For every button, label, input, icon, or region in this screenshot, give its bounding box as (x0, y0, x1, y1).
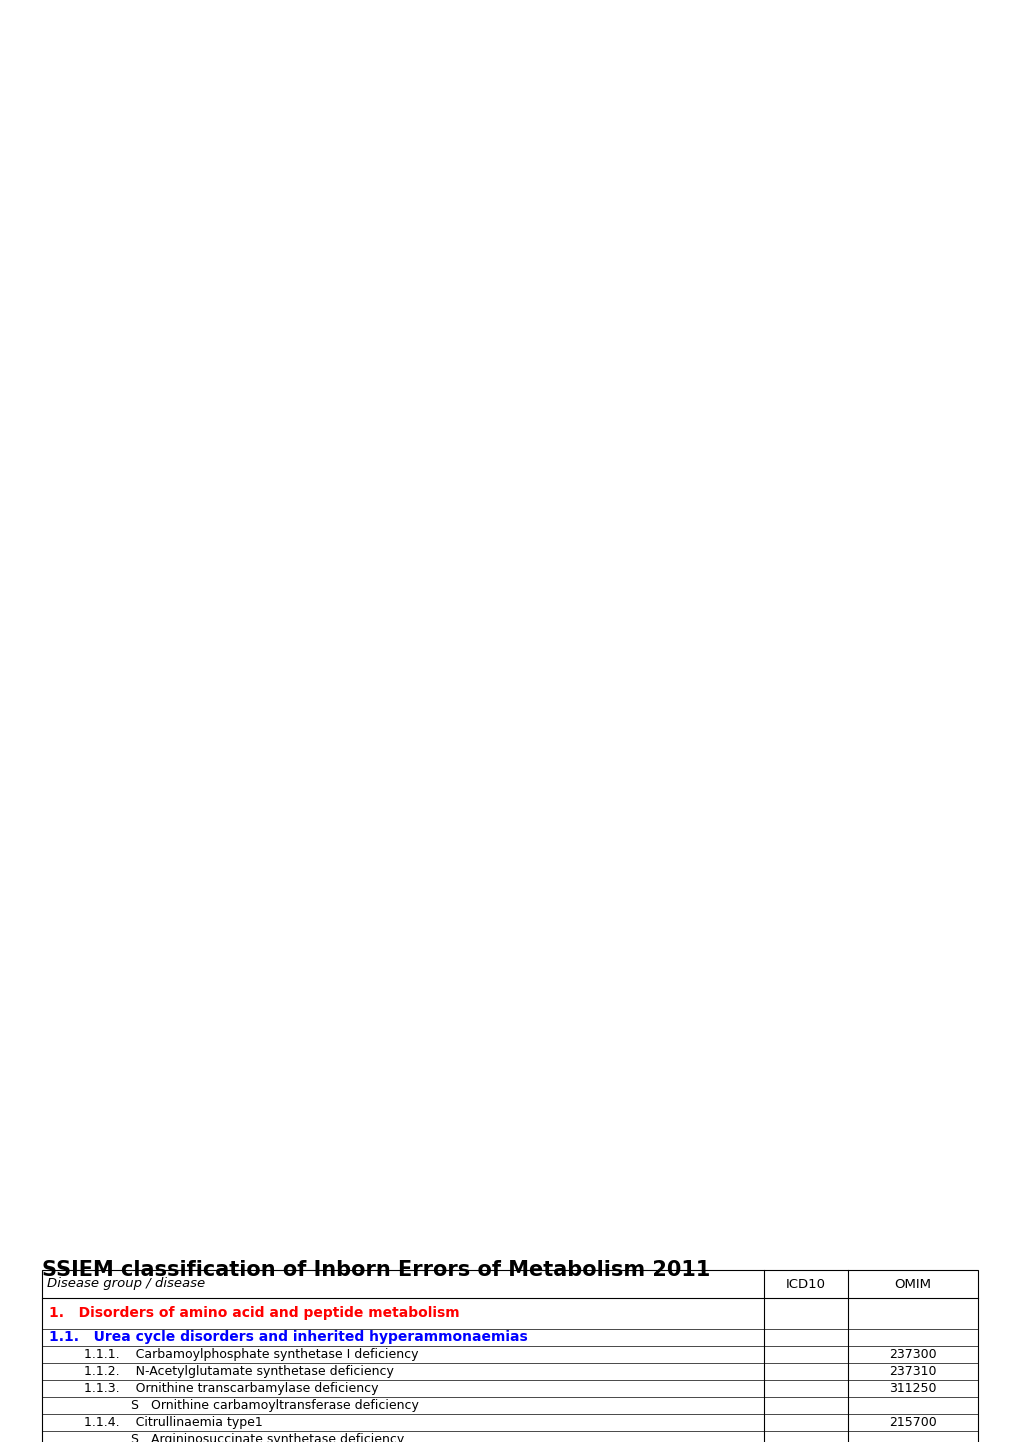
Text: ICD10: ICD10 (786, 1278, 825, 1291)
Text: 215700: 215700 (889, 1416, 936, 1429)
Text: 237300: 237300 (889, 1348, 935, 1361)
Text: 1.1.   Urea cycle disorders and inherited hyperammonaemias: 1.1. Urea cycle disorders and inherited … (50, 1330, 528, 1344)
Text: 1.1.3.    Ornithine transcarbamylase deficiency: 1.1.3. Ornithine transcarbamylase defici… (84, 1381, 378, 1394)
Text: Disease group / disease: Disease group / disease (47, 1278, 205, 1291)
Bar (42, 1270, 977, 1442)
Text: 237310: 237310 (889, 1364, 935, 1377)
Text: S   Argininosuccinate synthetase deficiency: S Argininosuccinate synthetase deficienc… (130, 1432, 404, 1442)
Text: 1.1.4.    Citrullinaemia type1: 1.1.4. Citrullinaemia type1 (84, 1416, 263, 1429)
Text: OMIM: OMIM (894, 1278, 930, 1291)
Text: SSIEM classification of Inborn Errors of Metabolism 2011: SSIEM classification of Inborn Errors of… (42, 1260, 709, 1280)
Text: 1.1.2.    N-Acetylglutamate synthetase deficiency: 1.1.2. N-Acetylglutamate synthetase defi… (84, 1364, 393, 1377)
Text: S   Ornithine carbamoyltransferase deficiency: S Ornithine carbamoyltransferase deficie… (130, 1399, 419, 1412)
Text: 1.   Disorders of amino acid and peptide metabolism: 1. Disorders of amino acid and peptide m… (50, 1306, 460, 1321)
Text: 1.1.1.    Carbamoylphosphate synthetase I deficiency: 1.1.1. Carbamoylphosphate synthetase I d… (84, 1348, 418, 1361)
Text: 311250: 311250 (889, 1381, 935, 1394)
